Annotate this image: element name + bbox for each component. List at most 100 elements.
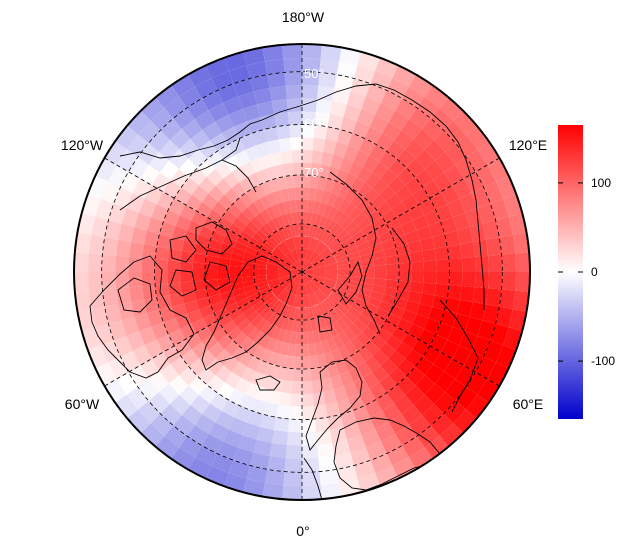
field-cell: [148, 151, 170, 173]
field-cell: [339, 478, 362, 497]
field-cell: [218, 334, 234, 350]
field-cell: [432, 295, 448, 311]
field-cell: [308, 237, 321, 252]
field-cell: [228, 308, 243, 321]
field-cell: [137, 379, 159, 401]
field-cell: [349, 276, 363, 283]
field-cell: [190, 394, 210, 415]
field-cell: [512, 232, 530, 254]
field-cell: [141, 258, 156, 272]
field-cell: [274, 230, 284, 243]
field-cell: [271, 217, 282, 231]
field-cell: [327, 324, 339, 338]
field-cell: [138, 198, 157, 218]
field-cell: [159, 364, 180, 384]
field-cell: [302, 199, 309, 212]
field-cell: [394, 129, 414, 150]
field-cell: [501, 253, 517, 272]
field-cell: [385, 334, 402, 351]
field-cell: [350, 351, 365, 367]
field-cell: [154, 259, 168, 272]
field-cell: [332, 225, 345, 238]
field-cell: [344, 187, 358, 203]
field-cell: [245, 382, 261, 399]
field-cell: [466, 372, 488, 395]
field-cell: [435, 204, 453, 222]
field-cell: [242, 280, 256, 288]
field-cell: [241, 276, 255, 283]
field-cell: [388, 176, 406, 194]
field-cell: [223, 96, 243, 115]
field-cell: [285, 444, 302, 459]
field-cell: [120, 171, 141, 194]
field-cell: [337, 184, 351, 199]
field-cell: [283, 471, 302, 487]
field-cell: [181, 349, 199, 367]
field-cell: [290, 393, 302, 407]
field-cell: [224, 155, 241, 173]
field-cell: [335, 359, 349, 375]
field-cell: [318, 72, 337, 88]
field-cell: [341, 237, 355, 248]
field-cell: [501, 272, 517, 291]
field-cell: [343, 202, 357, 217]
field-cell: [259, 334, 272, 349]
field-cell: [302, 344, 310, 357]
field-cell: [495, 306, 513, 328]
field-cell: [379, 185, 396, 202]
field-cell: [233, 78, 254, 97]
field-cell: [270, 151, 283, 167]
field-cell: [296, 211, 302, 225]
field-cell: [263, 126, 279, 142]
field-cell: [409, 74, 433, 97]
field-cell: [87, 272, 103, 291]
field-cell: [440, 339, 460, 359]
field-cell: [398, 272, 412, 282]
field-cell: [455, 365, 476, 387]
field-cell: [147, 217, 164, 234]
field-cell: [469, 302, 487, 321]
field-cell: [217, 216, 233, 230]
field-cell: [247, 202, 261, 217]
field-cell: [310, 278, 323, 289]
field-cell: [413, 394, 435, 416]
field-cell: [314, 341, 324, 356]
field-cell: [361, 259, 375, 267]
field-cell: [302, 444, 319, 459]
field-cell: [169, 293, 185, 307]
field-cell: [258, 247, 271, 257]
field-cell: [224, 188, 240, 204]
field-cell: [439, 423, 464, 447]
field-cell: [424, 85, 449, 109]
field-cell: [187, 98, 209, 119]
field-cell: [407, 323, 425, 340]
graticule-latitude: [204, 174, 400, 370]
field-cell: [283, 237, 296, 252]
field-cell: [376, 201, 392, 217]
field-cell: [115, 125, 139, 150]
field-cell: [199, 225, 215, 239]
field-cell: [173, 107, 195, 129]
field-cell: [239, 177, 254, 193]
field-cell: [331, 290, 344, 300]
field-cell: [250, 371, 265, 387]
field-cell: [184, 300, 200, 314]
field-cell: [181, 118, 203, 140]
field-cell: [529, 250, 530, 272]
field-cell: [302, 307, 307, 321]
field-cell: [116, 372, 138, 395]
field-cell: [212, 327, 228, 343]
field-cell: [334, 452, 354, 470]
field-cell: [225, 302, 240, 315]
field-cell: [251, 129, 268, 146]
field-cell: [253, 331, 266, 346]
field-cell: [453, 110, 477, 135]
field-cell: [322, 217, 333, 231]
field-cell: [129, 285, 144, 303]
field-cell: [242, 47, 265, 66]
field-cell: [276, 404, 291, 419]
field-cell: [74, 290, 92, 312]
field-cell: [171, 447, 195, 470]
field-cell: [233, 241, 248, 252]
field-cell: [483, 340, 504, 363]
